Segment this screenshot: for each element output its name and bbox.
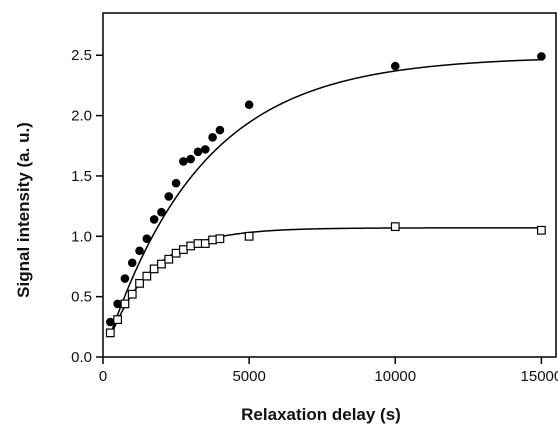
data-point	[215, 234, 225, 244]
data-point	[390, 61, 400, 71]
data-point	[142, 234, 152, 244]
data-point	[157, 259, 166, 269]
data-point	[135, 278, 144, 288]
data-point	[142, 271, 152, 281]
plot-area	[102, 12, 557, 358]
y-tick-label: 1.0	[71, 228, 92, 245]
x-axis-title: Relaxation delay (s)	[241, 405, 401, 424]
data-point	[157, 207, 166, 217]
y-tick-label: 2.5	[71, 47, 92, 64]
series-2	[105, 222, 546, 338]
data-point	[120, 299, 130, 309]
fit-curve	[109, 227, 542, 338]
x-tick-label: 5000	[232, 368, 265, 385]
data-point	[186, 154, 195, 164]
data-point	[244, 231, 254, 241]
data-point	[120, 274, 130, 283]
x-tick-label: 0	[99, 368, 107, 385]
y-axis-title: Signal intensity (a. u.)	[14, 122, 33, 298]
y-axis: 0.0 0.5 1.0 1.5 2.0 2.5	[71, 47, 103, 366]
data-point	[537, 52, 546, 61]
data-point	[193, 239, 203, 248]
data-point	[208, 235, 217, 245]
y-tick-label: 0.5	[71, 289, 92, 306]
data-point	[178, 245, 188, 254]
data-point	[171, 248, 181, 258]
y-tick-label: 2.0	[71, 108, 92, 125]
data-point	[193, 147, 203, 157]
data-point	[149, 264, 159, 274]
fit-curve	[109, 58, 542, 336]
data-point	[113, 315, 123, 324]
data-point	[179, 157, 188, 166]
data-point	[200, 239, 210, 248]
data-point	[164, 254, 174, 264]
y-tick-label: 1.5	[71, 168, 92, 185]
data-point	[149, 215, 159, 224]
data-point	[164, 192, 174, 201]
data-point	[113, 299, 122, 309]
data-point	[135, 246, 144, 256]
data-point	[127, 258, 137, 268]
data-point	[106, 317, 115, 327]
data-point	[171, 178, 181, 188]
data-point	[186, 241, 196, 251]
data-point	[390, 222, 400, 232]
x-tick-label: 10000	[374, 368, 416, 385]
data-point	[200, 145, 210, 154]
data-point	[536, 225, 546, 235]
series-1	[106, 52, 546, 336]
plot-frame	[102, 12, 557, 358]
series-layer	[105, 52, 546, 338]
data-point	[244, 100, 254, 110]
data-point	[105, 328, 115, 338]
data-point	[127, 289, 137, 299]
data-point	[208, 133, 217, 142]
y-tick-label: 0.0	[71, 349, 92, 366]
data-point	[215, 125, 225, 135]
